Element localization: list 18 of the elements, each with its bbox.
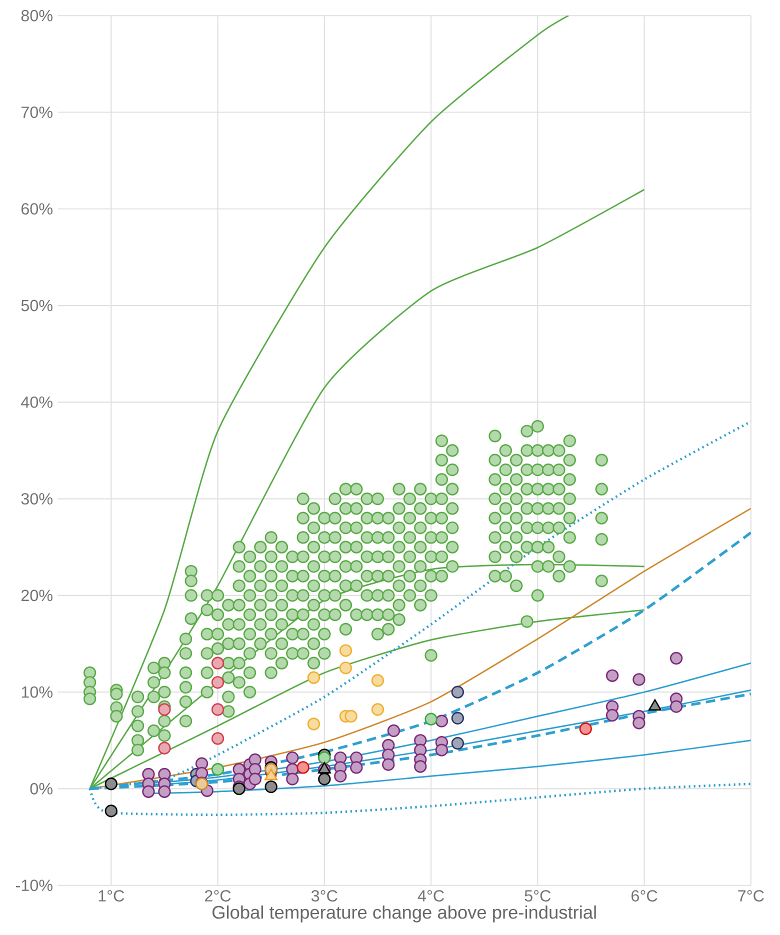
y-tick-label: 50%	[21, 300, 53, 312]
y-tick-label: 10%	[22, 686, 53, 698]
y-tick-label: -10%	[16, 880, 53, 892]
y-tick-label: 20%	[22, 590, 53, 602]
x-tick-label: 1°C	[98, 890, 124, 902]
y-tick-label: 60%	[22, 203, 53, 215]
x-axis-title: Global temperature change above pre-industrial	[212, 905, 596, 922]
y-tick-label: 80%	[21, 10, 53, 22]
x-tick-label: 6°C	[632, 890, 658, 902]
x-tick-label: 5°C	[524, 890, 551, 902]
x-tick-label: 2°C	[205, 890, 231, 902]
y-tick-label: 70%	[22, 106, 53, 118]
y-tick-label: 0%	[30, 783, 53, 794]
x-tick-label: 7°C	[738, 890, 764, 902]
y-tick-label: 30%	[21, 493, 53, 505]
x-tick-label: 3°C	[312, 890, 338, 902]
x-tick-label: 4°C	[418, 890, 444, 902]
y-tick-label: 40%	[21, 396, 53, 408]
